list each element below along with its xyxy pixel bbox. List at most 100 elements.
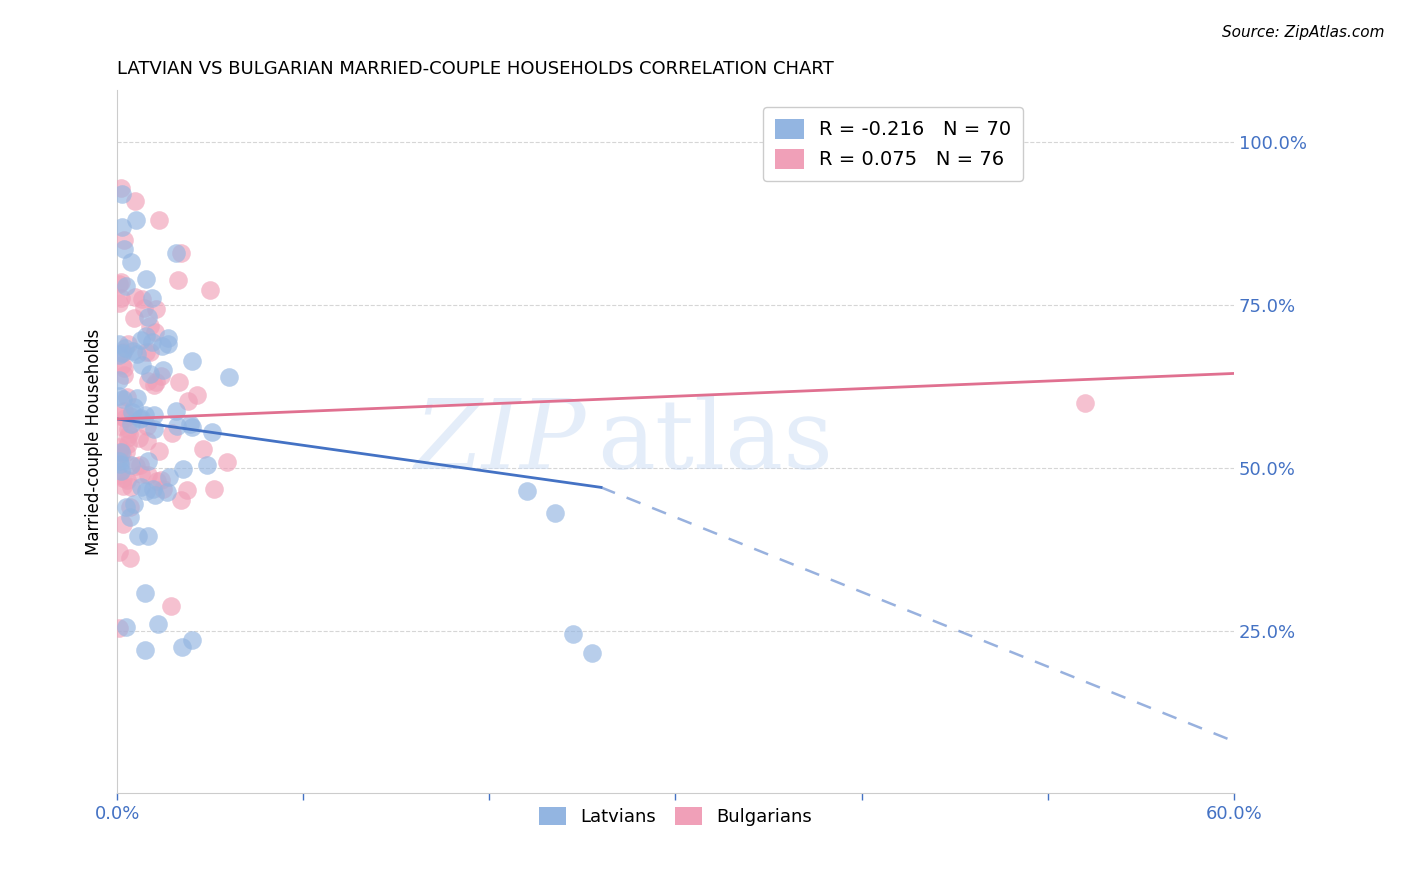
Point — [177, 394, 200, 409]
Point — [172, 640, 194, 654]
Point — [135, 483, 157, 498]
Y-axis label: Married-couple Households: Married-couple Households — [86, 328, 103, 555]
Point — [142, 483, 165, 497]
Point — [165, 404, 187, 418]
Point — [148, 213, 170, 227]
Point — [136, 529, 159, 543]
Point — [120, 417, 142, 431]
Point — [581, 646, 603, 660]
Point — [110, 181, 132, 195]
Point — [562, 627, 585, 641]
Point — [115, 390, 138, 404]
Point — [121, 343, 143, 358]
Point — [112, 516, 135, 531]
Point — [131, 467, 153, 482]
Point — [135, 271, 157, 285]
Point — [108, 445, 131, 459]
Point — [143, 325, 166, 339]
Point — [111, 219, 134, 234]
Point — [124, 194, 146, 208]
Point — [127, 391, 149, 405]
Point — [145, 302, 167, 317]
Point — [169, 246, 191, 260]
Point — [112, 233, 135, 247]
Point — [108, 621, 131, 635]
Point — [135, 434, 157, 448]
Point — [117, 422, 139, 436]
Point — [110, 445, 132, 459]
Point — [134, 409, 156, 423]
Point — [108, 419, 131, 434]
Point — [136, 419, 159, 434]
Point — [112, 404, 135, 418]
Point — [145, 474, 167, 488]
Point — [156, 337, 179, 351]
Point — [170, 493, 193, 508]
Point — [115, 431, 138, 445]
Text: Source: ZipAtlas.com: Source: ZipAtlas.com — [1222, 25, 1385, 40]
Point — [516, 483, 538, 498]
Point — [134, 586, 156, 600]
Legend: Latvians, Bulgarians: Latvians, Bulgarians — [531, 800, 820, 833]
Point — [112, 360, 135, 375]
Point — [131, 292, 153, 306]
Point — [136, 374, 159, 388]
Point — [111, 392, 134, 407]
Point — [159, 470, 181, 484]
Point — [172, 462, 194, 476]
Point — [145, 375, 167, 389]
Point — [120, 509, 142, 524]
Point — [125, 458, 148, 473]
Point — [114, 410, 136, 425]
Point — [118, 500, 141, 514]
Point — [156, 331, 179, 345]
Point — [108, 440, 131, 454]
Point — [128, 432, 150, 446]
Point — [120, 479, 142, 493]
Point — [108, 545, 131, 559]
Point — [150, 369, 173, 384]
Point — [110, 275, 132, 289]
Point — [202, 483, 225, 497]
Point — [141, 291, 163, 305]
Point — [117, 437, 139, 451]
Point — [138, 319, 160, 334]
Point — [112, 345, 135, 359]
Point — [110, 346, 132, 360]
Point — [139, 367, 162, 381]
Text: ZIP: ZIP — [415, 395, 586, 489]
Point — [195, 458, 218, 472]
Point — [125, 213, 148, 227]
Point — [115, 620, 138, 634]
Point — [129, 410, 152, 425]
Point — [120, 255, 142, 269]
Point — [150, 473, 173, 487]
Point — [150, 339, 173, 353]
Point — [114, 278, 136, 293]
Text: atlas: atlas — [598, 395, 834, 489]
Point — [120, 409, 142, 423]
Point — [176, 483, 198, 497]
Text: LATVIAN VS BULGARIAN MARRIED-COUPLE HOUSEHOLDS CORRELATION CHART: LATVIAN VS BULGARIAN MARRIED-COUPLE HOUS… — [117, 60, 834, 78]
Point — [201, 425, 224, 439]
Point — [180, 633, 202, 648]
Point — [108, 336, 131, 351]
Point — [112, 479, 135, 493]
Point — [108, 453, 131, 467]
Point — [198, 284, 221, 298]
Point — [543, 507, 565, 521]
Point — [152, 482, 174, 496]
Point — [111, 358, 134, 372]
Point — [136, 467, 159, 482]
Point — [215, 455, 238, 469]
Point — [122, 497, 145, 511]
Point — [132, 301, 155, 316]
Point — [143, 422, 166, 436]
Point — [148, 444, 170, 458]
Point — [146, 617, 169, 632]
Point — [142, 377, 165, 392]
Point — [127, 347, 149, 361]
Point — [143, 409, 166, 423]
Point — [160, 426, 183, 441]
Point — [129, 480, 152, 494]
